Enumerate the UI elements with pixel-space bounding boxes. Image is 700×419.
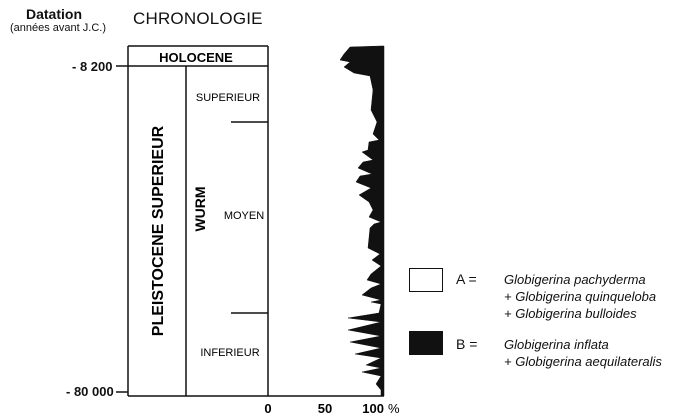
pleistocene-superieur-label: PLEISTOCENE SUPERIEUR [150, 125, 167, 336]
holocene-label: HOLOCENE [159, 50, 233, 65]
legend-species-a-1: Globigerina pachyderma [504, 272, 646, 287]
legend-code-a: A = [456, 271, 477, 287]
legend-code-b: B = [456, 336, 478, 352]
axis-unit: % [388, 401, 400, 416]
legend-species-b-2: + Globigerina aequilateralis [504, 354, 662, 369]
datation-subtitle: (années avant J.C.) [10, 22, 106, 34]
chronology-title: CHRONOLOGIE [133, 9, 263, 28]
age-ticks [116, 65, 128, 393]
series-b-area [339, 45, 385, 397]
legend-box-a [409, 268, 443, 292]
axis-tick-100: 100 [362, 401, 384, 416]
legend-box-b [409, 331, 443, 355]
legend-species-a-2: + Globigerina quinqueloba [504, 289, 657, 304]
moyen-label: MOYEN [224, 210, 264, 222]
datation-title: Datation [26, 6, 82, 22]
legend-species-a-3: + Globigerina bulloides [504, 306, 637, 321]
axis-tick-0: 0 [264, 401, 271, 416]
chronology-frame [127, 45, 269, 397]
legend-species-b-1: Globigerina inflata [504, 337, 609, 352]
superieur-label: SUPERIEUR [196, 92, 260, 104]
age-label-top: - 8 200 [72, 59, 113, 74]
inferieur-label: INFERIEUR [200, 347, 259, 359]
wurm-label: WURM [192, 186, 208, 231]
axis-tick-50: 50 [318, 401, 332, 416]
age-label-bottom: - 80 000 [66, 384, 114, 399]
